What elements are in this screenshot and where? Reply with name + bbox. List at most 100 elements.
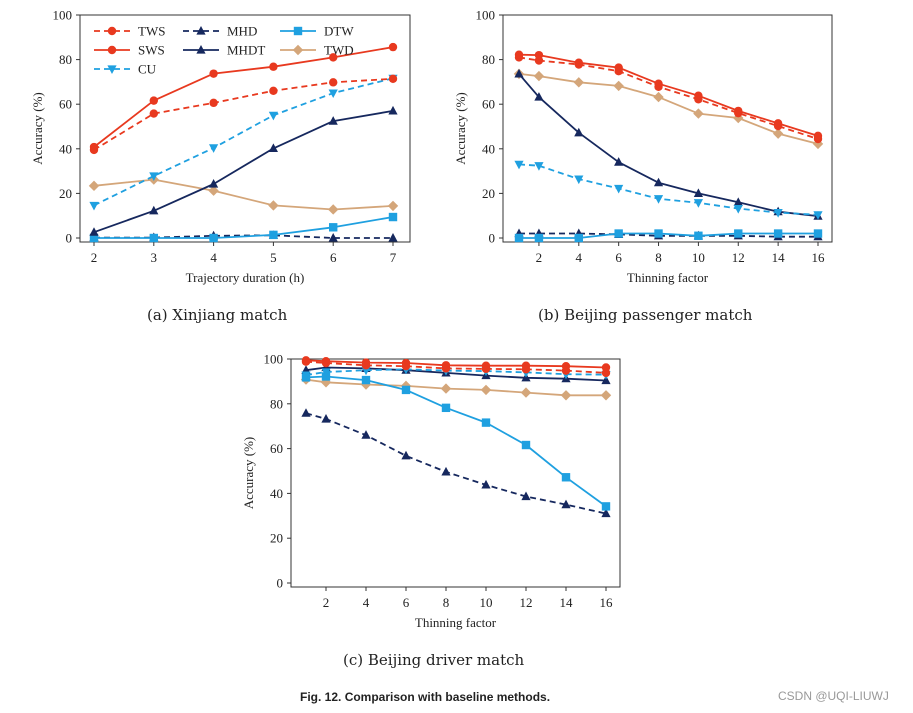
data-point-mhd bbox=[361, 430, 371, 439]
data-point-sws bbox=[149, 96, 158, 105]
data-point-mhdt bbox=[653, 177, 664, 187]
series-mhdt bbox=[514, 68, 823, 220]
data-point-twd bbox=[387, 200, 399, 212]
series-line-tws bbox=[518, 56, 819, 140]
legend-marker bbox=[107, 45, 117, 55]
y-tick-label: 80 bbox=[270, 396, 283, 411]
legend-marker bbox=[292, 44, 304, 56]
y-tick-label: 100 bbox=[264, 352, 284, 367]
data-point-cu bbox=[301, 371, 311, 381]
data-point-mhdt bbox=[514, 68, 524, 78]
data-point-twd bbox=[733, 112, 744, 124]
data-point-cu bbox=[653, 195, 664, 204]
data-point-cu bbox=[89, 201, 99, 211]
data-point-sws bbox=[614, 63, 623, 72]
data-point-mhdt bbox=[149, 205, 159, 215]
data-point-mhd bbox=[321, 414, 331, 423]
data-point-twd bbox=[480, 384, 492, 396]
x-tick-label: 3 bbox=[151, 250, 158, 265]
series-line-dtw bbox=[305, 375, 607, 508]
series-line-sws bbox=[93, 46, 394, 148]
data-point-sws bbox=[321, 357, 331, 366]
plot-frame bbox=[502, 14, 833, 243]
data-point-mhd bbox=[521, 491, 531, 501]
y-tick-label: 80 bbox=[59, 52, 72, 67]
series-line-twd bbox=[518, 73, 819, 145]
legend-item-dtw: DTW bbox=[280, 24, 354, 39]
subcaption-b: (b) Beijing passenger match bbox=[538, 306, 753, 324]
data-point-mhdt bbox=[733, 197, 743, 206]
series-tws bbox=[514, 53, 823, 144]
chart-beijing-passenger-match: 0 20 40 60 80 100 2 4 6 8 10 12 14 16 Thinning factor A… bbox=[453, 8, 833, 285]
series-line-cu bbox=[93, 77, 394, 207]
data-point-dtw bbox=[361, 375, 371, 385]
data-point-sws bbox=[813, 131, 823, 141]
data-point-sws bbox=[301, 356, 311, 365]
legend: TWS SWS CU MHD MHDT DTW TWD bbox=[94, 24, 354, 77]
series-mhdt bbox=[89, 105, 398, 236]
y-tick-label: 0 bbox=[66, 231, 73, 246]
legend-item-mhd: MHD bbox=[183, 24, 257, 39]
x-tick-label: 14 bbox=[772, 250, 786, 265]
data-point-dtw bbox=[534, 233, 544, 243]
x-tick-label: 4 bbox=[210, 250, 217, 265]
x-tick-label: 2 bbox=[323, 595, 330, 610]
legend-marker bbox=[107, 26, 117, 36]
x-tick-label: 6 bbox=[330, 250, 337, 265]
data-point-cu bbox=[209, 144, 219, 153]
figure-label: Fig. 12. bbox=[300, 690, 342, 704]
data-point-dtw bbox=[614, 229, 623, 238]
series-line-mhdt bbox=[93, 110, 394, 234]
x-axis-label: Thinning factor bbox=[415, 615, 497, 630]
data-point-dtw bbox=[481, 418, 491, 427]
y-tick-label: 100 bbox=[53, 8, 73, 23]
data-point-cu bbox=[149, 172, 159, 182]
x-tick-label: 2 bbox=[91, 250, 98, 265]
y-tick-label: 20 bbox=[482, 186, 495, 201]
data-point-mhdt bbox=[614, 157, 624, 166]
series-cu bbox=[89, 74, 398, 211]
legend-item-twd: TWD bbox=[280, 43, 354, 58]
x-tick-label: 6 bbox=[615, 250, 622, 265]
data-point-cu bbox=[328, 89, 338, 99]
data-point-twd bbox=[328, 204, 339, 215]
data-point-cu bbox=[514, 160, 524, 170]
x-tick-label: 10 bbox=[480, 595, 493, 610]
data-point-mhd bbox=[481, 479, 491, 489]
legend-item-sws: SWS bbox=[94, 43, 165, 58]
data-point-tws bbox=[329, 78, 338, 87]
data-point-twd bbox=[613, 80, 624, 92]
series-sws bbox=[89, 42, 398, 152]
watermark: CSDN @UQI-LIUWJ bbox=[778, 689, 889, 703]
y-tick-label: 20 bbox=[59, 186, 72, 201]
x-tick-label: 8 bbox=[443, 595, 450, 610]
legend-label: SWS bbox=[138, 43, 165, 58]
x-tick-label: 10 bbox=[692, 250, 705, 265]
series-line-twd bbox=[305, 378, 606, 397]
data-point-twd bbox=[268, 200, 279, 211]
figure-caption-text: Comparison with baseline methods. bbox=[344, 690, 551, 704]
data-point-dtw bbox=[694, 231, 703, 240]
y-tick-label: 40 bbox=[482, 141, 495, 156]
data-point-twd bbox=[520, 387, 532, 398]
data-point-mhdt bbox=[328, 116, 338, 125]
data-point-sws bbox=[694, 91, 703, 100]
y-tick-label: 80 bbox=[482, 52, 495, 67]
y-tick-label: 60 bbox=[59, 97, 72, 112]
data-point-sws bbox=[209, 69, 218, 78]
data-point-cu bbox=[813, 211, 823, 220]
legend-label: MHDT bbox=[227, 43, 265, 58]
data-point-mhd bbox=[401, 450, 411, 460]
figure-caption: Fig. 12. Comparison with baseline method… bbox=[300, 690, 550, 704]
data-point-sws bbox=[773, 119, 783, 128]
legend-marker bbox=[196, 45, 206, 54]
x-tick-label: 14 bbox=[560, 595, 574, 610]
data-point-dtw bbox=[773, 229, 783, 238]
data-point-sws bbox=[561, 361, 571, 371]
data-point-sws bbox=[361, 358, 371, 367]
legend-item-tws: TWS bbox=[94, 24, 165, 39]
x-tick-label: 16 bbox=[812, 250, 826, 265]
data-point-mhd bbox=[388, 233, 398, 242]
data-point-dtw bbox=[269, 230, 278, 240]
data-point-twd bbox=[533, 70, 545, 82]
